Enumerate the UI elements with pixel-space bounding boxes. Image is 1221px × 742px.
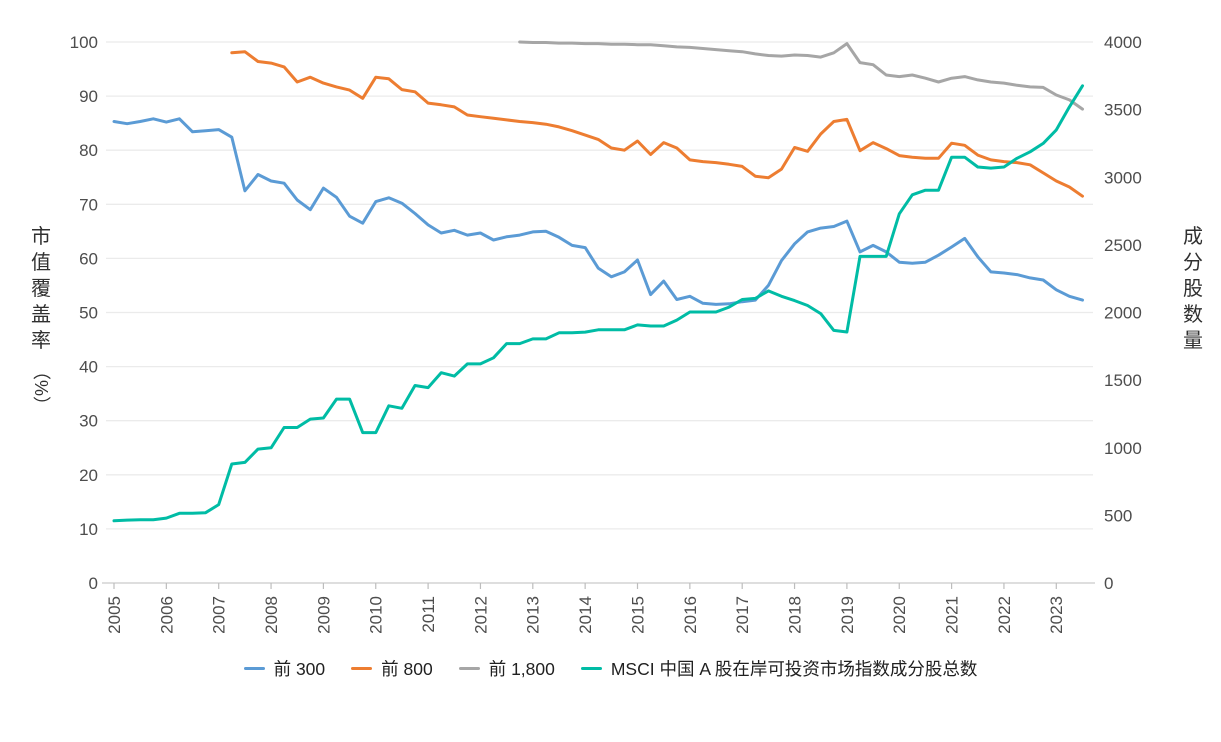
y-left-tick-label: 30 (79, 412, 98, 431)
x-tick-label: 2007 (210, 596, 229, 634)
axis-title-char: 率 (31, 330, 51, 352)
axis-title-char: 市 (31, 226, 51, 248)
y-left-tick-label: 60 (79, 249, 98, 268)
y-right-tick-label: 4000 (1104, 33, 1142, 52)
y-left-tick-label: 90 (79, 87, 98, 106)
y-left-tick-label: 70 (79, 195, 98, 214)
y-left-tick-label: 20 (79, 466, 98, 485)
axis-title-char: 股 (1183, 278, 1203, 300)
legend-item-top1800: 前 1,800 (458, 656, 555, 681)
axis-title-char: 覆 (31, 278, 51, 300)
legend-dash-icon (580, 666, 602, 671)
y-right-tick-label: 2500 (1104, 236, 1142, 255)
x-tick-label: 2012 (471, 596, 490, 634)
x-tick-label: 2006 (157, 596, 176, 634)
left-axis-title: 市值覆盖率 （%） (26, 224, 56, 414)
legend-item-msci-constituents: MSCI 中国 A 股在岸可投资市场指数成分股总数 (580, 656, 978, 681)
y-left-tick-label: 10 (79, 520, 98, 539)
x-tick-label: 2014 (576, 596, 595, 634)
x-tick-label: 2023 (1047, 596, 1066, 634)
axis-title-char: 量 (1183, 330, 1203, 352)
x-tick-label: 2020 (890, 596, 909, 634)
x-tick-label: 2010 (367, 596, 386, 634)
y-left-tick-label: 80 (79, 141, 98, 160)
y-left-tick-label: 100 (70, 33, 98, 52)
axis-title-char: 分 (1183, 252, 1203, 274)
x-tick-label: 2008 (262, 596, 281, 634)
x-tick-label: 2022 (995, 596, 1014, 634)
axis-title-char: 值 (31, 252, 51, 274)
legend-label: MSCI 中国 A 股在岸可投资市场指数成分股总数 (610, 659, 978, 679)
series-line-top800 (230, 50, 1084, 198)
y-right-tick-label: 0 (1104, 574, 1113, 593)
y-left-tick-label: 40 (79, 358, 98, 377)
y-right-tick-label: 3000 (1104, 168, 1142, 187)
y-left-tick-label: 50 (79, 304, 98, 323)
x-tick-label: 2018 (786, 596, 805, 634)
legend-dash-icon (351, 666, 373, 671)
x-tick-label: 2021 (943, 596, 962, 634)
series-line-msci-constituents (112, 84, 1084, 523)
x-tick-label: 2017 (733, 596, 752, 634)
x-tick-label: 2015 (628, 596, 647, 634)
legend-label: 前 1,800 (488, 659, 555, 679)
y-right-tick-label: 1500 (1104, 371, 1142, 390)
axis-title-char: 数 (1183, 304, 1203, 326)
x-tick-label: 2009 (314, 596, 333, 634)
y-right-tick-label: 500 (1104, 506, 1132, 525)
legend-label: 前 300 (273, 659, 326, 679)
x-tick-label: 2013 (524, 596, 543, 634)
y-right-tick-label: 1000 (1104, 439, 1142, 458)
axis-title-char: 盖 (31, 304, 51, 326)
legend-item-top800: 前 800 (351, 656, 433, 681)
y-right-tick-label: 2000 (1104, 304, 1142, 323)
y-left-tick-label: 0 (89, 574, 98, 593)
axis-title-char: 成 (1183, 226, 1203, 248)
x-tick-label: 2016 (681, 596, 700, 634)
legend-dash-icon (458, 666, 480, 671)
legend-label: 前 800 (381, 659, 433, 679)
legend-dash-icon (243, 666, 265, 671)
x-tick-label: 2011 (419, 596, 438, 633)
axis-title-unit: （%） (31, 362, 51, 415)
series-line-top300 (112, 117, 1084, 306)
chart-legend: 前 300 前 800 前 1,800 MSCI 中国 A 股在岸可投资市场指数成分股… (0, 656, 1221, 681)
x-tick-label: 2019 (838, 596, 857, 634)
right-axis-title: 成分股数量 (1178, 224, 1208, 354)
y-right-tick-label: 3500 (1104, 101, 1142, 120)
series-line-top1800 (518, 40, 1084, 111)
x-tick-label: 2005 (105, 596, 124, 634)
legend-item-top300: 前 300 (243, 656, 326, 681)
